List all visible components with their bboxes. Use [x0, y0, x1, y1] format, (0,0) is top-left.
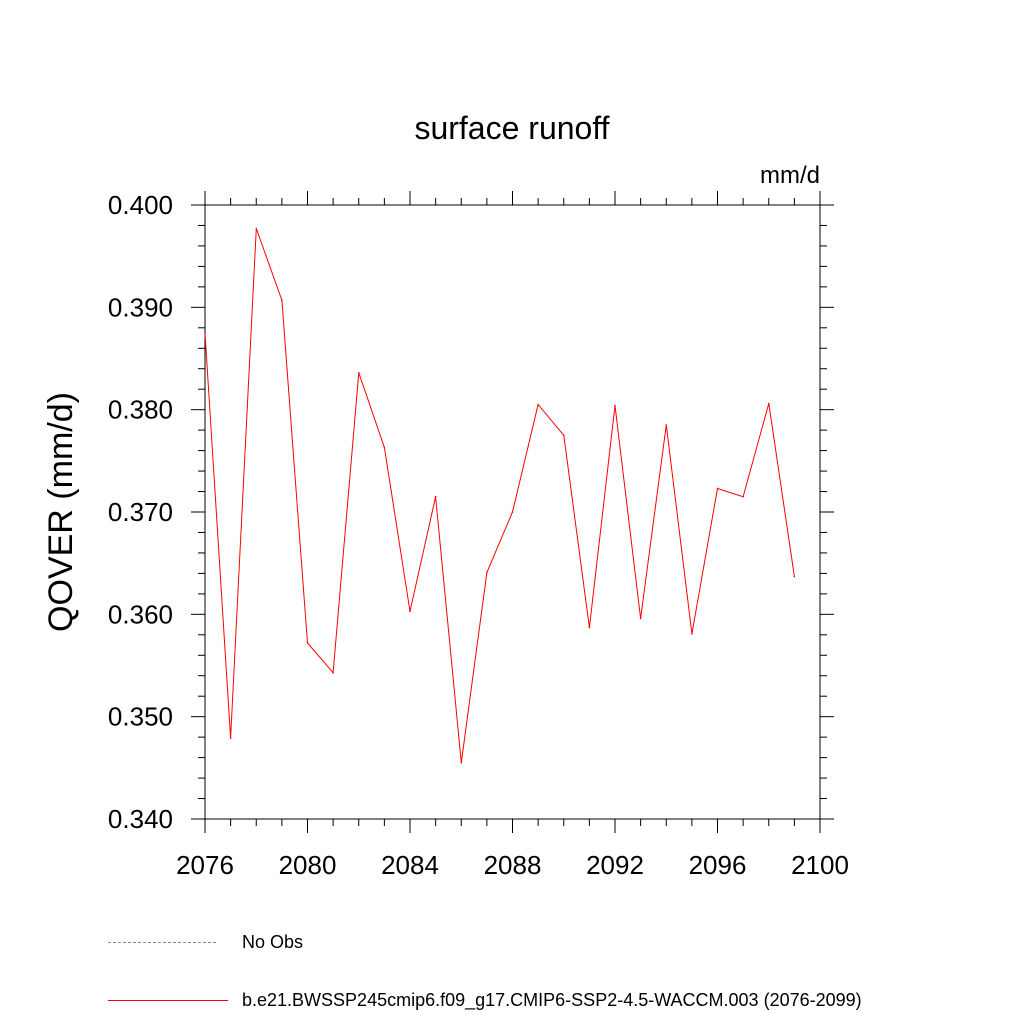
- data-point: [281, 299, 283, 301]
- y-tick-label: 0.380: [108, 395, 173, 425]
- data-point: [665, 424, 668, 426]
- x-tick-label: 2084: [381, 850, 439, 880]
- data-point: [255, 227, 258, 230]
- data-point: [691, 632, 693, 635]
- series-layer: [204, 227, 796, 764]
- data-point: [332, 671, 334, 674]
- data-point: [460, 761, 463, 764]
- series-line: [204, 228, 795, 763]
- y-tick-label: 0.340: [108, 804, 173, 834]
- y-tick-label: 0.370: [108, 497, 173, 527]
- data-point: [511, 511, 514, 513]
- y-tick-label: 0.400: [108, 190, 173, 220]
- data-point: [306, 642, 309, 644]
- ticks-layer: [191, 191, 834, 833]
- legend-label: b.e21.BWSSP245cmip6.f09_g17.CMIP6-SSP2-4…: [242, 990, 862, 1010]
- legend-swatch-dashed: [108, 942, 216, 943]
- x-tick-label: 2080: [279, 850, 337, 880]
- data-point: [204, 332, 206, 334]
- data-point: [229, 737, 232, 739]
- labels-layer: 2076 2080 2084 2088 2092 2096 2100 0.340 0.350 0.…: [42, 190, 849, 880]
- y-tick-label: 0.360: [108, 599, 173, 629]
- legend-swatch-solid: [108, 1000, 228, 1001]
- data-point: [383, 446, 386, 449]
- y-axis-label: QOVER (mm/d): [42, 392, 80, 632]
- data-point: [614, 404, 616, 407]
- data-point: [357, 372, 360, 374]
- chart-title: surface runoff: [414, 110, 610, 146]
- data-point: [409, 610, 411, 613]
- x-tick-label: 2100: [791, 850, 849, 880]
- y-tick-label: 0.350: [108, 702, 173, 732]
- x-tick-label: 2096: [689, 850, 747, 880]
- data-point: [562, 434, 565, 437]
- data-point: [588, 626, 591, 629]
- data-point: [639, 617, 642, 620]
- data-point: [716, 487, 719, 490]
- data-point: [486, 571, 488, 574]
- legend-label: No Obs: [242, 932, 304, 952]
- data-point: [767, 402, 770, 405]
- data-point: [537, 403, 539, 406]
- data-point: [434, 495, 437, 498]
- data-point: [742, 495, 744, 498]
- y-tick-label: 0.390: [108, 292, 173, 322]
- x-tick-label: 2088: [484, 850, 542, 880]
- data-point: [793, 575, 796, 578]
- units-label: mm/d: [760, 162, 820, 189]
- x-tick-label: 2092: [586, 850, 644, 880]
- x-tick-label: 2076: [176, 850, 234, 880]
